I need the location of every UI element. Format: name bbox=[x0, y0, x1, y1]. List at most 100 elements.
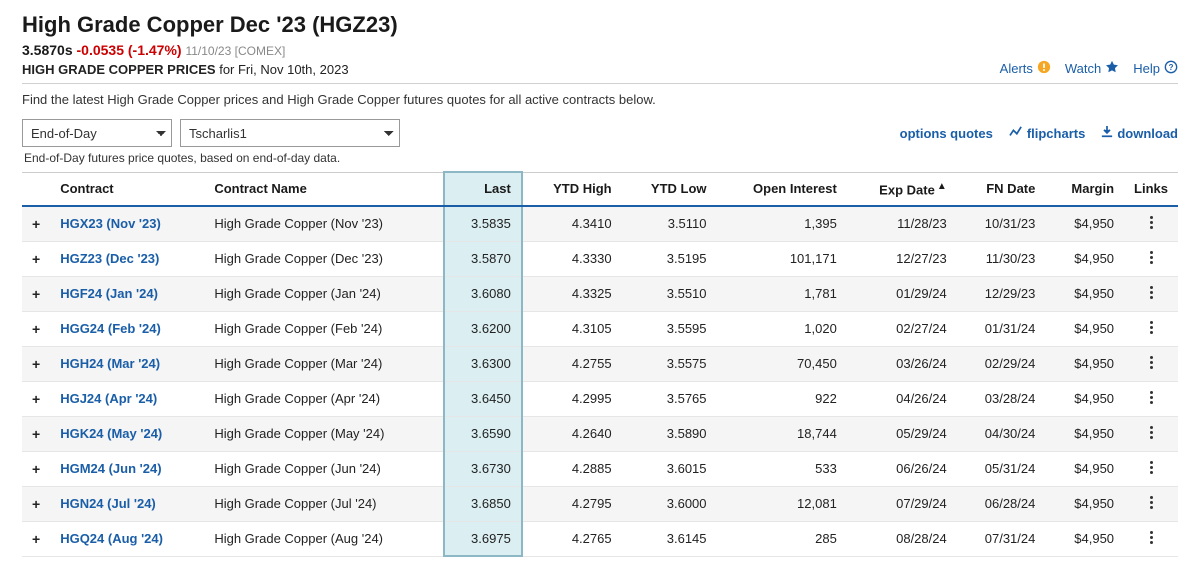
expand-button[interactable]: + bbox=[22, 346, 50, 381]
cell-margin: $4,950 bbox=[1045, 346, 1124, 381]
cell-margin: $4,950 bbox=[1045, 451, 1124, 486]
cell-exp-date: 05/29/24 bbox=[847, 416, 957, 451]
col-exp-date[interactable]: Exp Date▲ bbox=[847, 172, 957, 206]
expand-button[interactable]: + bbox=[22, 381, 50, 416]
table-row: + HGJ24 (Apr '24) High Grade Copper (Apr '… bbox=[22, 381, 1178, 416]
expand-button[interactable]: + bbox=[22, 451, 50, 486]
futures-table: Contract Contract Name Last YTD High YTD… bbox=[22, 171, 1178, 557]
row-menu-button[interactable] bbox=[1124, 206, 1178, 242]
cell-ytd-low: 3.5110 bbox=[622, 206, 717, 242]
row-menu-button[interactable] bbox=[1124, 521, 1178, 556]
cell-contract-name: High Grade Copper (May '24) bbox=[204, 416, 444, 451]
alerts-link[interactable]: Alerts bbox=[1000, 60, 1051, 77]
col-margin[interactable]: Margin bbox=[1045, 172, 1124, 206]
col-expand bbox=[22, 172, 50, 206]
cell-contract: HGQ24 (Aug '24) bbox=[50, 521, 204, 556]
contract-link[interactable]: HGK24 (May '24) bbox=[60, 426, 162, 441]
alert-icon bbox=[1037, 60, 1051, 77]
price-change: -0.0535 (-1.47%) bbox=[77, 42, 182, 58]
template-select[interactable]: Tscharlis1 bbox=[180, 119, 400, 147]
help-icon: ? bbox=[1164, 60, 1178, 77]
cell-contract-name: High Grade Copper (Aug '24) bbox=[204, 521, 444, 556]
flipcharts-link[interactable]: flipcharts bbox=[1009, 126, 1086, 141]
cell-ytd-low: 3.5890 bbox=[622, 416, 717, 451]
cell-ytd-low: 3.5575 bbox=[622, 346, 717, 381]
cell-last: 3.6590 bbox=[444, 416, 522, 451]
contract-link[interactable]: HGG24 (Feb '24) bbox=[60, 321, 161, 336]
cell-open-interest: 18,744 bbox=[717, 416, 847, 451]
cell-exp-date: 02/27/24 bbox=[847, 311, 957, 346]
cell-contract-name: High Grade Copper (Mar '24) bbox=[204, 346, 444, 381]
row-menu-button[interactable] bbox=[1124, 311, 1178, 346]
cell-contract-name: High Grade Copper (Apr '24) bbox=[204, 381, 444, 416]
view-select[interactable]: End-of-Day bbox=[22, 119, 172, 147]
col-contract[interactable]: Contract bbox=[50, 172, 204, 206]
cell-open-interest: 922 bbox=[717, 381, 847, 416]
table-row: +HGF24 (Jan '24)High Grade Copper (Jan '… bbox=[22, 276, 1178, 311]
cell-fn-date: 04/30/24 bbox=[957, 416, 1046, 451]
expand-button[interactable]: + bbox=[22, 486, 50, 521]
contract-link[interactable]: HGX23 (Nov '23) bbox=[60, 216, 161, 231]
cell-exp-date: 03/26/24 bbox=[847, 346, 957, 381]
cell-ytd-high: 4.2885 bbox=[522, 451, 622, 486]
col-open-interest[interactable]: Open Interest bbox=[717, 172, 847, 206]
cell-ytd-low: 3.5510 bbox=[622, 276, 717, 311]
cell-exp-date: 11/28/23 bbox=[847, 206, 957, 242]
row-menu-button[interactable] bbox=[1124, 381, 1178, 416]
expand-button[interactable]: + bbox=[22, 276, 50, 311]
row-menu-button[interactable] bbox=[1124, 276, 1178, 311]
contract-link[interactable]: HGM24 (Jun '24) bbox=[60, 461, 161, 476]
subnote-text: End-of-Day futures price quotes, based o… bbox=[24, 151, 1178, 165]
row-menu-button[interactable] bbox=[1124, 241, 1178, 276]
cell-exp-date: 04/26/24 bbox=[847, 381, 957, 416]
cell-last: 3.6300 bbox=[444, 346, 522, 381]
col-fn-date[interactable]: FN Date bbox=[957, 172, 1046, 206]
help-link[interactable]: Help ? bbox=[1133, 60, 1178, 77]
cell-exp-date: 06/26/24 bbox=[847, 451, 957, 486]
cell-contract-name: High Grade Copper (Dec '23) bbox=[204, 241, 444, 276]
cell-fn-date: 02/29/24 bbox=[957, 346, 1046, 381]
contract-link[interactable]: HGH24 (Mar '24) bbox=[60, 356, 160, 371]
row-menu-button[interactable] bbox=[1124, 451, 1178, 486]
watch-label: Watch bbox=[1065, 61, 1101, 76]
last-price: 3.5870s bbox=[22, 42, 73, 58]
col-contract-name[interactable]: Contract Name bbox=[204, 172, 444, 206]
cell-fn-date: 03/28/24 bbox=[957, 381, 1046, 416]
row-menu-button[interactable] bbox=[1124, 486, 1178, 521]
cell-ytd-high: 4.2640 bbox=[522, 416, 622, 451]
expand-button[interactable]: + bbox=[22, 206, 50, 242]
cell-open-interest: 70,450 bbox=[717, 346, 847, 381]
expand-button[interactable]: + bbox=[22, 241, 50, 276]
star-icon bbox=[1105, 60, 1119, 77]
cell-margin: $4,950 bbox=[1045, 486, 1124, 521]
col-ytd-high[interactable]: YTD High bbox=[522, 172, 622, 206]
expand-button[interactable]: + bbox=[22, 521, 50, 556]
expand-button[interactable]: + bbox=[22, 311, 50, 346]
row-menu-button[interactable] bbox=[1124, 346, 1178, 381]
cell-open-interest: 1,781 bbox=[717, 276, 847, 311]
kebab-icon bbox=[1150, 354, 1153, 371]
contract-link[interactable]: HGZ23 (Dec '23) bbox=[60, 251, 159, 266]
contract-link[interactable]: HGF24 (Jan '24) bbox=[60, 286, 158, 301]
cell-ytd-high: 4.2795 bbox=[522, 486, 622, 521]
cell-fn-date: 06/28/24 bbox=[957, 486, 1046, 521]
cell-contract: HGK24 (May '24) bbox=[50, 416, 204, 451]
kebab-icon bbox=[1150, 424, 1153, 441]
price-meta: 11/10/23 [COMEX] bbox=[185, 44, 285, 58]
options-quotes-link[interactable]: options quotes bbox=[900, 126, 993, 141]
cell-contract: HGJ24 (Apr '24) bbox=[50, 381, 204, 416]
col-ytd-low[interactable]: YTD Low bbox=[622, 172, 717, 206]
contract-link[interactable]: HGJ24 (Apr '24) bbox=[60, 391, 157, 406]
cell-open-interest: 101,171 bbox=[717, 241, 847, 276]
flipcharts-icon bbox=[1009, 126, 1023, 141]
cell-ytd-low: 3.5595 bbox=[622, 311, 717, 346]
kebab-icon bbox=[1150, 284, 1153, 301]
download-link[interactable]: download bbox=[1101, 126, 1178, 141]
contract-link[interactable]: HGN24 (Jul '24) bbox=[60, 496, 156, 511]
cell-exp-date: 08/28/24 bbox=[847, 521, 957, 556]
watch-link[interactable]: Watch bbox=[1065, 60, 1119, 77]
row-menu-button[interactable] bbox=[1124, 416, 1178, 451]
cell-contract: HGF24 (Jan '24) bbox=[50, 276, 204, 311]
col-last[interactable]: Last bbox=[444, 172, 522, 206]
expand-button[interactable]: + bbox=[22, 416, 50, 451]
